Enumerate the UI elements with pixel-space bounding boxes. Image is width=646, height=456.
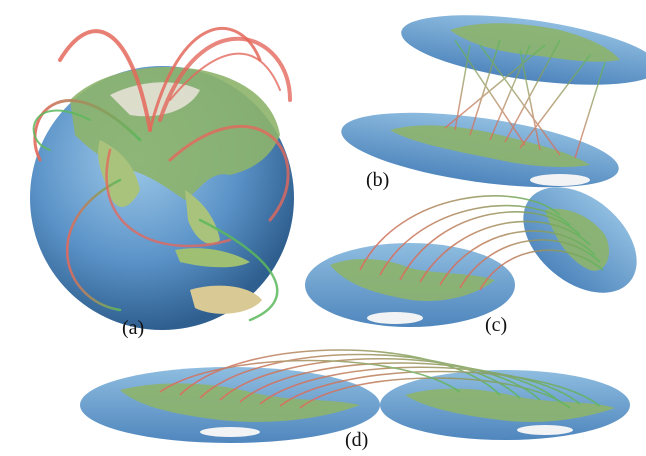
flow-arc (239, 362, 561, 403)
indonesia-islands (175, 248, 250, 268)
flow-arc (32, 109, 91, 151)
globe-flow-arcs (32, 27, 292, 322)
flow-arc (219, 357, 541, 401)
left-map-ice (200, 427, 260, 437)
panel-label-c: (c) (485, 314, 508, 336)
flow-arc (299, 377, 571, 409)
southeast-asia-landmass (185, 190, 220, 244)
vertical-flow-lines (444, 39, 606, 159)
flow-arc (259, 366, 581, 405)
flow-arc (379, 204, 571, 276)
australia-landmass (190, 285, 262, 314)
flow-line (479, 44, 561, 156)
right-map-land (405, 388, 615, 422)
flow-arc (359, 195, 561, 271)
flow-line (519, 49, 541, 151)
flow-arc (279, 370, 601, 407)
arched-flows-c (359, 195, 604, 291)
panel-label-b: (b) (366, 169, 390, 191)
left-map-ice (367, 312, 423, 324)
flow-arc (58, 29, 152, 132)
bottom-map-land (390, 125, 590, 168)
flow-arc (198, 218, 279, 322)
flow-arc (148, 27, 262, 132)
panel-label-d: (d) (345, 429, 369, 451)
right-map-ice (517, 425, 573, 435)
panel-label-a: (a) (122, 317, 145, 339)
flow-arc (179, 349, 501, 396)
flow-arc (169, 52, 281, 101)
flow-arc (479, 249, 604, 291)
flow-arc (105, 148, 232, 248)
bottom-map-ice (530, 174, 590, 186)
flow-arc (159, 359, 461, 393)
panel-b-stacked-maps (341, 15, 646, 188)
flow-line (519, 54, 591, 149)
panel-a-globe (30, 27, 294, 330)
flow-line (454, 39, 526, 146)
flow-arc (33, 99, 142, 162)
flow-line (489, 44, 531, 141)
panel-d-side-by-side-maps (80, 349, 630, 443)
left-map-land (330, 258, 495, 301)
flow-line (504, 39, 561, 143)
top-map-land (450, 23, 620, 62)
flow-line (444, 44, 546, 129)
left-map-land (120, 383, 360, 422)
flow-arc (399, 211, 581, 281)
flow-arc (168, 125, 290, 222)
flow-line (469, 39, 501, 136)
flow-arc (199, 353, 521, 399)
flow-arc (459, 239, 601, 289)
flow-arc (419, 220, 591, 283)
panel-c-tilted-maps (305, 187, 637, 327)
flow-arc (66, 178, 122, 312)
flow-arc (439, 230, 596, 286)
flow-arc (158, 36, 292, 122)
arched-flows-d (159, 349, 601, 409)
flow-line (574, 61, 606, 159)
